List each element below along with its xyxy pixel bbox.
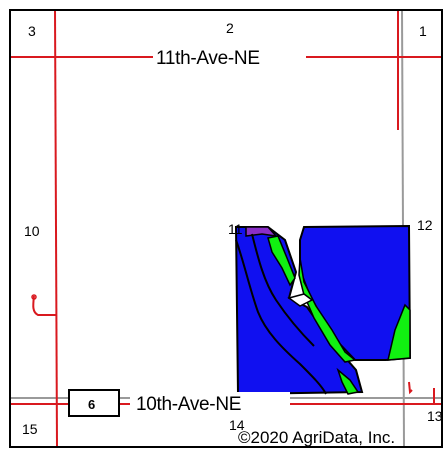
field-zone-green-center — [267, 235, 296, 287]
soil-boundary-line-1 — [235, 239, 327, 395]
field-polygon — [234, 224, 412, 396]
section-number-11: 11 — [228, 221, 243, 237]
road-label-south: 10th-Ave-NE — [136, 394, 241, 415]
section-number-15: 15 — [22, 421, 38, 437]
field-zone-green-strip — [298, 257, 357, 363]
route-shield-number: 6 — [88, 397, 95, 412]
field-zone-green-south — [336, 367, 360, 395]
soil-boundary-line-2 — [251, 233, 315, 347]
road-label-backdrop-south — [130, 392, 290, 416]
field-zone-purple — [245, 226, 278, 238]
driveway-west — [32, 295, 57, 316]
copyright-notice: ©2020 AgriData, Inc. — [238, 428, 395, 447]
field-inclusion — [287, 293, 314, 307]
section-number-14: 14 — [229, 417, 245, 433]
section-number-1: 1 — [419, 23, 427, 39]
road-label-north: 11th-Ave-NE — [156, 48, 260, 69]
field-access-marker — [408, 381, 413, 395]
section-number-2: 2 — [226, 20, 234, 36]
section-number-3: 3 — [28, 23, 36, 39]
field-zone-green-east — [387, 303, 411, 361]
section-number-12: 12 — [417, 217, 433, 233]
road-west — [54, 8, 58, 449]
section-number-13: 13 — [427, 408, 443, 424]
field-zone-blue-west — [234, 226, 364, 396]
route-shield — [68, 389, 120, 417]
road-label-backdrop-north — [153, 45, 306, 69]
driveway-end-marker — [31, 294, 37, 300]
section-number-10: 10 — [24, 223, 40, 239]
